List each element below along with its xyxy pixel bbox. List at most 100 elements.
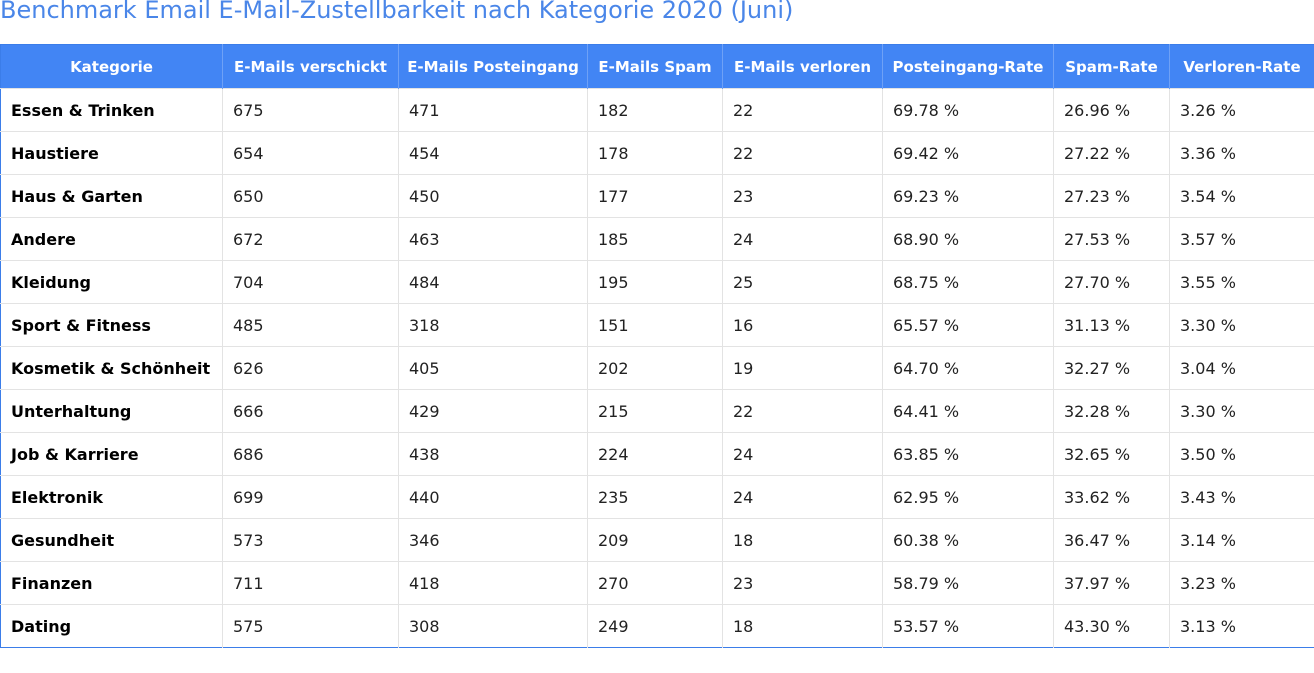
value-cell: 270 [587, 561, 723, 605]
value-cell: 3.30 % [1169, 303, 1314, 347]
column-header: Posteingang-Rate [882, 44, 1054, 89]
value-cell: 672 [222, 217, 399, 261]
value-cell: 195 [587, 260, 723, 304]
value-cell: 626 [222, 346, 399, 390]
table-row: Sport & Fitness 485 318 151 16 65.57 % 31.13 %… [0, 303, 1314, 347]
table-row: Essen & Trinken 675 471 182 22 69.78 % 26.96 %… [0, 88, 1314, 132]
value-cell: 575 [222, 604, 399, 648]
value-cell: 60.38 % [882, 518, 1054, 562]
category-cell: Andere [0, 217, 223, 261]
category-cell: Kosmetik & Schönheit [0, 346, 223, 390]
value-cell: 32.27 % [1053, 346, 1170, 390]
category-cell: Kleidung [0, 260, 223, 304]
value-cell: 68.90 % [882, 217, 1054, 261]
value-cell: 36.47 % [1053, 518, 1170, 562]
value-cell: 209 [587, 518, 723, 562]
value-cell: 654 [222, 131, 399, 175]
value-cell: 202 [587, 346, 723, 390]
value-cell: 650 [222, 174, 399, 218]
value-cell: 308 [398, 604, 588, 648]
category-cell: Essen & Trinken [0, 88, 223, 132]
table-row: Andere 672 463 185 24 68.90 % 27.53 % 3.57 % [0, 217, 1314, 261]
value-cell: 177 [587, 174, 723, 218]
table-row: Elektronik 699 440 235 24 62.95 % 33.62 % 3.43 … [0, 475, 1314, 519]
header-row: Kategorie E-Mails verschickt E-Mails Poste… [0, 44, 1314, 89]
value-cell: 3.54 % [1169, 174, 1314, 218]
value-cell: 19 [722, 346, 883, 390]
value-cell: 24 [722, 475, 883, 519]
value-cell: 43.30 % [1053, 604, 1170, 648]
value-cell: 3.04 % [1169, 346, 1314, 390]
category-cell: Elektronik [0, 475, 223, 519]
value-cell: 27.53 % [1053, 217, 1170, 261]
value-cell: 185 [587, 217, 723, 261]
value-cell: 3.57 % [1169, 217, 1314, 261]
table-row: Kosmetik & Schönheit 626 405 202 19 64.70 % 32… [0, 346, 1314, 390]
table-row: Dating 575 308 249 18 53.57 % 43.30 % 3.13 % [0, 604, 1314, 648]
value-cell: 249 [587, 604, 723, 648]
value-cell: 182 [587, 88, 723, 132]
value-cell: 27.22 % [1053, 131, 1170, 175]
value-cell: 675 [222, 88, 399, 132]
page-title: Benchmark Email E-Mail-Zustellbarkeit na… [0, 0, 794, 24]
value-cell: 23 [722, 174, 883, 218]
value-cell: 64.70 % [882, 346, 1054, 390]
table-row: Haustiere 654 454 178 22 69.42 % 27.22 % 3.36 % [0, 131, 1314, 175]
value-cell: 711 [222, 561, 399, 605]
value-cell: 3.36 % [1169, 131, 1314, 175]
category-cell: Job & Karriere [0, 432, 223, 476]
value-cell: 438 [398, 432, 588, 476]
value-cell: 24 [722, 217, 883, 261]
value-cell: 58.79 % [882, 561, 1054, 605]
value-cell: 64.41 % [882, 389, 1054, 433]
category-cell: Haus & Garten [0, 174, 223, 218]
value-cell: 31.13 % [1053, 303, 1170, 347]
value-cell: 318 [398, 303, 588, 347]
value-cell: 463 [398, 217, 588, 261]
value-cell: 32.65 % [1053, 432, 1170, 476]
value-cell: 573 [222, 518, 399, 562]
value-cell: 3.50 % [1169, 432, 1314, 476]
value-cell: 16 [722, 303, 883, 347]
table-body: Essen & Trinken 675 471 182 22 69.78 % 26.96 %… [0, 88, 1314, 648]
value-cell: 63.85 % [882, 432, 1054, 476]
value-cell: 178 [587, 131, 723, 175]
category-cell: Unterhaltung [0, 389, 223, 433]
value-cell: 440 [398, 475, 588, 519]
column-header: Verloren-Rate [1169, 44, 1314, 89]
value-cell: 18 [722, 518, 883, 562]
value-cell: 405 [398, 346, 588, 390]
value-cell: 3.26 % [1169, 88, 1314, 132]
table-row: Kleidung 704 484 195 25 68.75 % 27.70 % 3.55 % [0, 260, 1314, 304]
column-header: Spam-Rate [1053, 44, 1170, 89]
table-row: Haus & Garten 650 450 177 23 69.23 % 27.23 % 3.… [0, 174, 1314, 218]
value-cell: 346 [398, 518, 588, 562]
value-cell: 27.23 % [1053, 174, 1170, 218]
table-head: Kategorie E-Mails verschickt E-Mails Poste… [0, 44, 1314, 89]
category-cell: Finanzen [0, 561, 223, 605]
value-cell: 69.78 % [882, 88, 1054, 132]
value-cell: 37.97 % [1053, 561, 1170, 605]
value-cell: 3.13 % [1169, 604, 1314, 648]
category-cell: Dating [0, 604, 223, 648]
category-cell: Haustiere [0, 131, 223, 175]
value-cell: 33.62 % [1053, 475, 1170, 519]
value-cell: 65.57 % [882, 303, 1054, 347]
column-header: E-Mails Posteingang [398, 44, 588, 89]
value-cell: 3.30 % [1169, 389, 1314, 433]
value-cell: 704 [222, 260, 399, 304]
value-cell: 32.28 % [1053, 389, 1170, 433]
value-cell: 69.23 % [882, 174, 1054, 218]
value-cell: 224 [587, 432, 723, 476]
value-cell: 666 [222, 389, 399, 433]
value-cell: 450 [398, 174, 588, 218]
value-cell: 235 [587, 475, 723, 519]
value-cell: 22 [722, 131, 883, 175]
data-table: Kategorie E-Mails verschickt E-Mails Poste… [0, 44, 1314, 648]
value-cell: 18 [722, 604, 883, 648]
value-cell: 26.96 % [1053, 88, 1170, 132]
value-cell: 27.70 % [1053, 260, 1170, 304]
value-cell: 471 [398, 88, 588, 132]
value-cell: 484 [398, 260, 588, 304]
